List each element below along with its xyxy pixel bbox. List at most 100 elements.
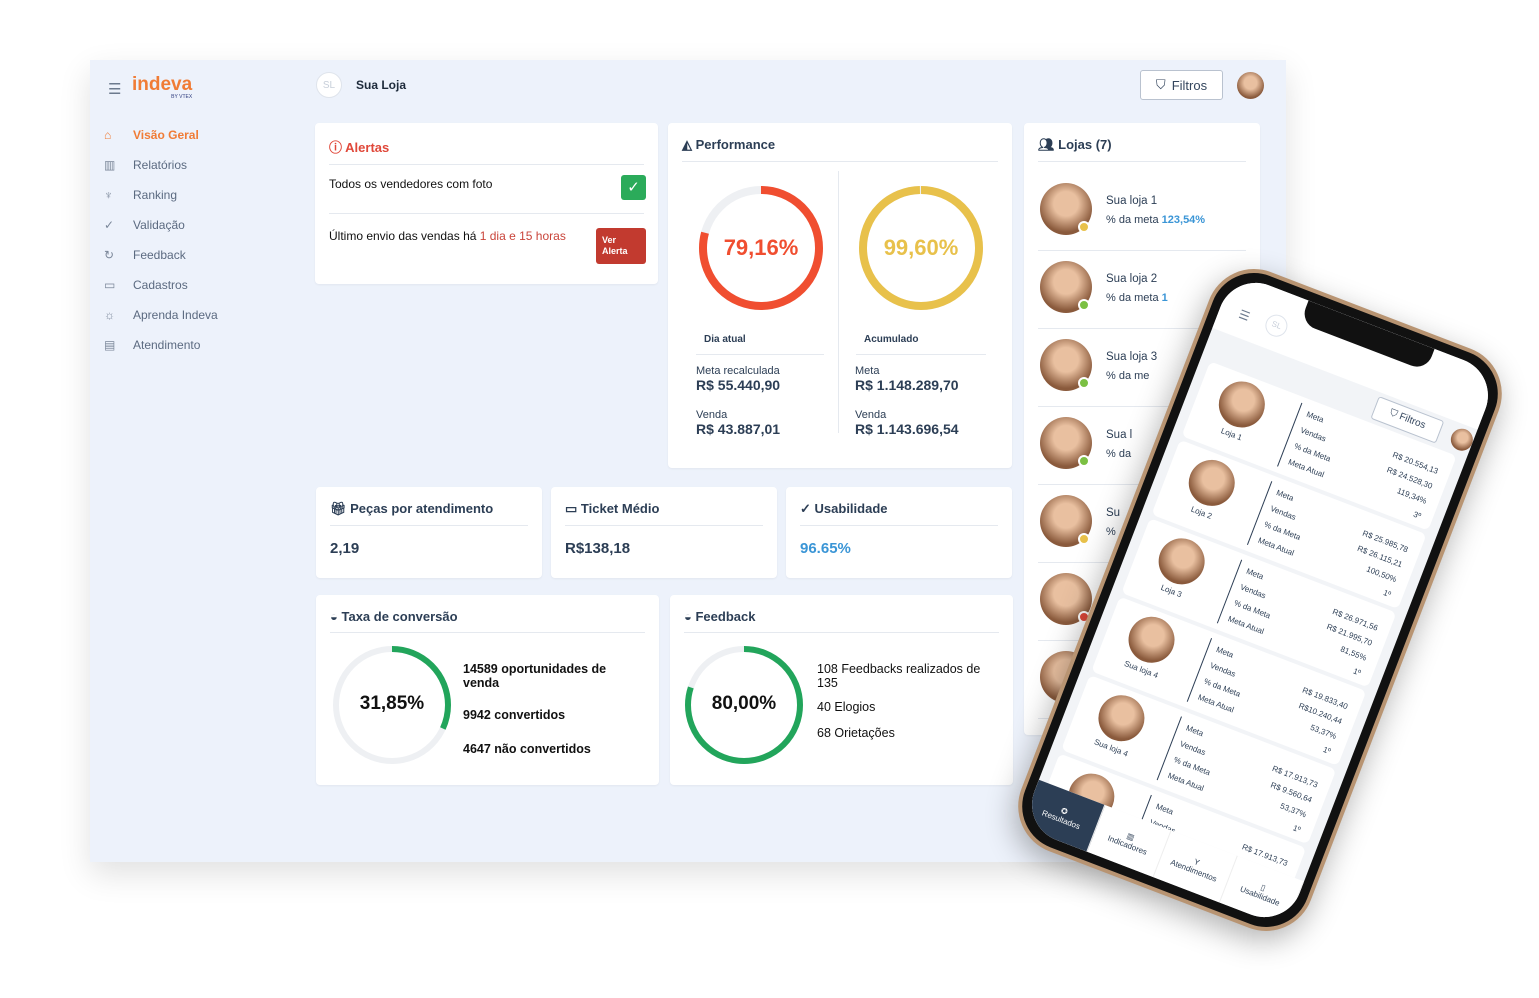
feedback-title: ◒ Feedback [684,609,999,633]
row-values: R$ 25.985,78 R$ 26.115,21 100,50% 1º [1343,526,1411,603]
sidebar-item-label: Cadastros [133,278,188,292]
sidebar-item-label: Validação [133,218,185,232]
store-list-item[interactable]: Sua l % da [1038,407,1246,485]
user-avatar[interactable] [1237,72,1264,99]
feedback-guidance: 68 Orietações [817,726,895,740]
sidebar-item-label: Relatórios [133,158,188,172]
sidebar-item-aprenda[interactable]: ☼ Aprenda Indeva [104,300,218,330]
feedback-title-text: Feedback [695,609,756,624]
users-icon: 👥︎ [1038,137,1055,152]
trophy-icon: ♆ [104,188,113,202]
sidebar-item-feedback[interactable]: ↻ Feedback [104,240,218,270]
sidebar-item-label: Visão Geral [133,128,199,142]
conversion-card: ◒ Taxa de conversão 31,85% 14589 oportun… [316,595,659,785]
kpi-title: 🎁︎ Peças por atendimento [330,501,528,526]
gauge-icon: ◒ [684,609,692,624]
gauge-icon: ◒ [330,609,338,624]
row-values: R$ 19.833,40 R$10.240,44 53,37% 1º [1282,683,1350,760]
store-meta-value: 123,54% [1161,214,1206,226]
store-list-item[interactable]: Sua loja 2 % da meta 1 [1038,251,1246,329]
check-circle-icon: ✓ [800,501,811,516]
accum-ring-arc [859,186,983,310]
conversion-title: ◒ Taxa de conversão [330,609,645,633]
conversion-not-converted: 4647 não convertidos [463,742,591,756]
daily-sales-label: Venda [696,409,728,421]
store-name: Sua l [1106,429,1133,441]
store-icon: ⌂ [104,128,112,142]
kpi-title-text: Ticket Médio [580,501,660,516]
accum-details: Meta R$ 1.148.289,70 Venda R$ 1.143.696,… [855,365,959,437]
gift-icon: 🎁︎ [330,501,347,516]
daily-meta: R$ 55.440,90 [696,377,781,393]
menu-icon[interactable]: ☰ [108,81,122,98]
feedback-ring-arc [685,646,803,764]
daily-ring [699,186,823,310]
check-circle-icon: ✓ [104,218,115,232]
conversion-converted: 9942 convertidos [463,708,566,722]
daily-percent: 79,16% [723,235,799,260]
kpi-ticket-card: ▭ Ticket Médio R$138,18 [551,487,777,578]
kpi-value: R$138,18 [565,540,631,557]
conversion-title-text: Taxa de conversão [341,609,458,624]
daily-sales: R$ 43.887,01 [696,421,781,437]
feedback-card: ◒ Feedback 80,00% 108 Feedbacks realizad… [670,595,1013,785]
kpi-title-text: Peças por atendimento [350,501,494,516]
accum-label: Acumulado [864,334,919,345]
sidebar-item-atendimento[interactable]: ▤ Atendimento [104,330,218,360]
conversion-ring-arc [333,646,451,764]
status-badge [1078,533,1090,545]
sidebar-item-validacao[interactable]: ✓ Validação [104,210,218,240]
sidebar-item-visao-geral[interactable]: ⌂ Visão Geral [104,120,218,150]
sidebar-nav: ⌂ Visão Geral ▥ Relatórios ♆ Ranking ✓ Valid… [104,120,218,360]
accum-sales: R$ 1.143.696,54 [855,421,959,437]
row-values: R$ 20.554,13 R$ 24.528,30 119,34% 3º [1373,447,1441,524]
store-list-item[interactable]: Sua loja 1 % da meta 123,54% [1038,173,1246,251]
store-name: Sua loja 1 [1106,195,1158,207]
kpi-title: ▭ Ticket Médio [565,501,763,526]
refresh-icon: ↻ [104,248,115,262]
sidebar-item-label: Atendimento [133,338,201,352]
alert-highlight: 1 dia e 15 horas [479,229,566,243]
store-list-item[interactable]: Sua loja 3 % da me [1038,329,1246,407]
conversion-stats: 14589 oportunidades de venda 9942 conver… [463,662,613,756]
kpi-usability-card: ✓ Usabilidade 96.65% [786,487,1012,578]
accum-sales-label: Venda [855,409,887,421]
store-avatar[interactable]: SL [316,72,342,98]
store-name[interactable]: Sua Loja [356,78,407,92]
lightbulb-icon: ☼ [104,308,115,322]
store-meta: % da meta 123,54% [1106,214,1205,226]
store-name: Sua loja 3 [1106,351,1158,363]
performance-title: ◭ Performance [682,137,998,162]
store-name: Sua loja 2 [1106,273,1158,285]
alert-item-sales: Último envio das vendas há 1 dia e 15 ho… [329,229,566,243]
sidebar-item-cadastros[interactable]: ▭ Cadastros [104,270,218,300]
alert-text: Último envio das vendas há [329,229,480,243]
conversion-opportunities: 14589 oportunidades de venda [463,662,607,690]
sidebar-item-label: Aprenda Indeva [133,308,218,322]
accum-meta-label: Meta [855,365,880,377]
chat-icon: ▤ [104,338,116,352]
alerts-card: ⓘ Alertas Todos os vendedores com foto ✓… [315,123,658,284]
filters-button[interactable]: ⛉ Filtros [1140,70,1223,100]
kpi-value: 2,19 [330,540,360,557]
sidebar-item-ranking[interactable]: ♆ Ranking [104,180,218,210]
feedback-stats: 108 Feedbacks realizados de 135 40 Elogi… [817,662,987,740]
store-meta-label: % da me [1106,370,1150,382]
sidebar-item-relatorios[interactable]: ▥ Relatórios [104,150,218,180]
store-meta: % [1106,526,1116,538]
accum-meta: R$ 1.148.289,70 [855,377,959,393]
alerts-title-text: Alertas [345,140,390,155]
status-badge [1078,377,1090,389]
kpi-pieces-card: 🎁︎ Peças por atendimento 2,19 [316,487,542,578]
conversion-percent: 31,85% [359,693,425,714]
logo: indeva BY VTEX [132,74,192,100]
view-alert-button[interactable]: Ver Alerta [596,228,646,264]
store-meta: % da [1106,448,1131,460]
kpi-title: ✓ Usabilidade [800,501,998,526]
daily-details: Meta recalculada R$ 55.440,90 Venda R$ 4… [696,365,780,437]
area-chart-icon: ◭ [682,137,692,152]
alerts-title: ⓘ Alertas [329,137,644,165]
store-meta: % da meta 1 [1106,292,1168,304]
